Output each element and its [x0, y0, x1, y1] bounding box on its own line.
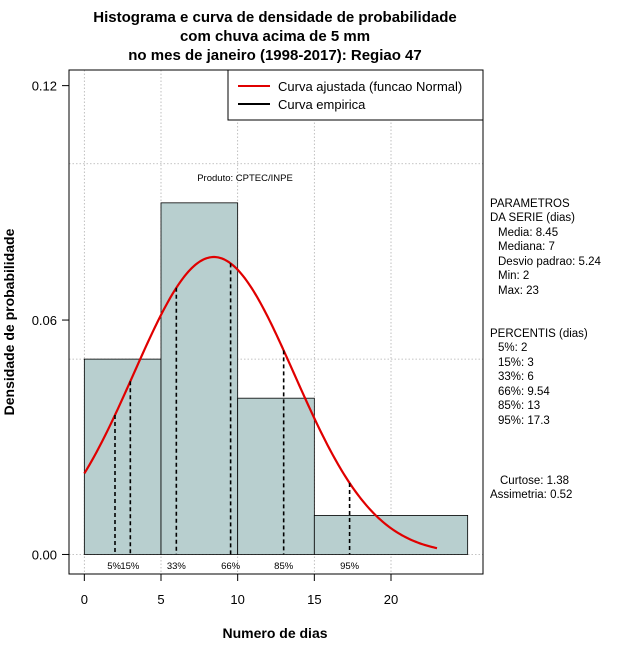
legend-box [227, 69, 484, 121]
percentile-label-3: 66% [221, 561, 241, 572]
axis-layer: 0 5 10 15 20 0.00 0.06 0.12 [32, 79, 399, 607]
x-tick-label-1: 5 [157, 592, 164, 607]
param-max: Max: 23 [498, 285, 539, 297]
percentil-5: 5%: 2 [498, 342, 527, 354]
legend-label-normal: Curva ajustada (funcao Normal) [278, 79, 462, 94]
y-axis-label: Densidade de probabilidade [1, 228, 17, 415]
x-axis-label: Numero de dias [222, 625, 327, 641]
chart-title-line-3: no mes de janeiro (1998-2017): Regiao 47 [128, 47, 421, 64]
product-annotation: Produto: CPTEC/INPE [197, 173, 293, 184]
percentil-15: 15%: 3 [498, 357, 534, 369]
histogram-bar-0 [83, 358, 162, 555]
param-min: Min: 2 [498, 270, 529, 282]
param-desvio: Desvio padrao: 5.24 [498, 256, 602, 268]
percentile-label-2: 33% [167, 561, 187, 572]
percentile-label-0: 5% [107, 561, 121, 572]
x-tick-label-3: 15 [307, 592, 321, 607]
y-tick-label-1: 0.06 [32, 313, 57, 328]
chart-title-line-2: com chuva acima de 5 mm [180, 28, 370, 45]
curve-layer [83, 255, 438, 550]
percentil-95: 95%: 17.3 [498, 415, 550, 427]
y-tick-label-2: 0.12 [32, 79, 57, 94]
histogram-bar-1 [160, 202, 239, 555]
percentis-title: PERCENTIS (dias) [490, 328, 588, 340]
histogram-bar-2 [237, 397, 315, 555]
legend-label-empirical: Curva empirica [278, 97, 366, 112]
legend: Curva ajustada (funcao Normal) Curva emp… [227, 69, 484, 121]
param-media: Media: 8.45 [498, 227, 558, 239]
y-tick-label-0: 0.00 [32, 547, 57, 562]
chart-title-line-1: Histograma e curva de densidade de proba… [93, 9, 456, 26]
x-tick-label-2: 10 [230, 592, 244, 607]
side-panel: PARAMETROS DA SERIE (dias) Media: 8.45 M… [490, 198, 602, 501]
param-mediana: Mediana: 7 [498, 241, 555, 253]
percentil-85: 85%: 13 [498, 400, 540, 412]
params-title-2: DA SERIE (dias) [490, 212, 575, 224]
assimetria: Assimetria: 0.52 [490, 489, 572, 501]
normal-fit-curve [83, 255, 438, 550]
percentil-33: 33%: 6 [498, 371, 534, 383]
percentile-layer: 5% 15% 33% 66% 85% 95% [107, 263, 360, 572]
x-tick-label-4: 20 [384, 592, 398, 607]
percentile-label-5: 95% [340, 561, 360, 572]
bars-layer [83, 202, 469, 555]
percentil-66: 66%: 9.54 [498, 386, 550, 398]
percentile-label-4: 85% [274, 561, 294, 572]
histogram-bar-3 [313, 514, 469, 555]
percentile-label-1: 15% [120, 561, 140, 572]
curtose: Curtose: 1.38 [500, 475, 569, 487]
x-tick-label-0: 0 [81, 592, 88, 607]
params-title-1: PARAMETROS [490, 198, 570, 210]
